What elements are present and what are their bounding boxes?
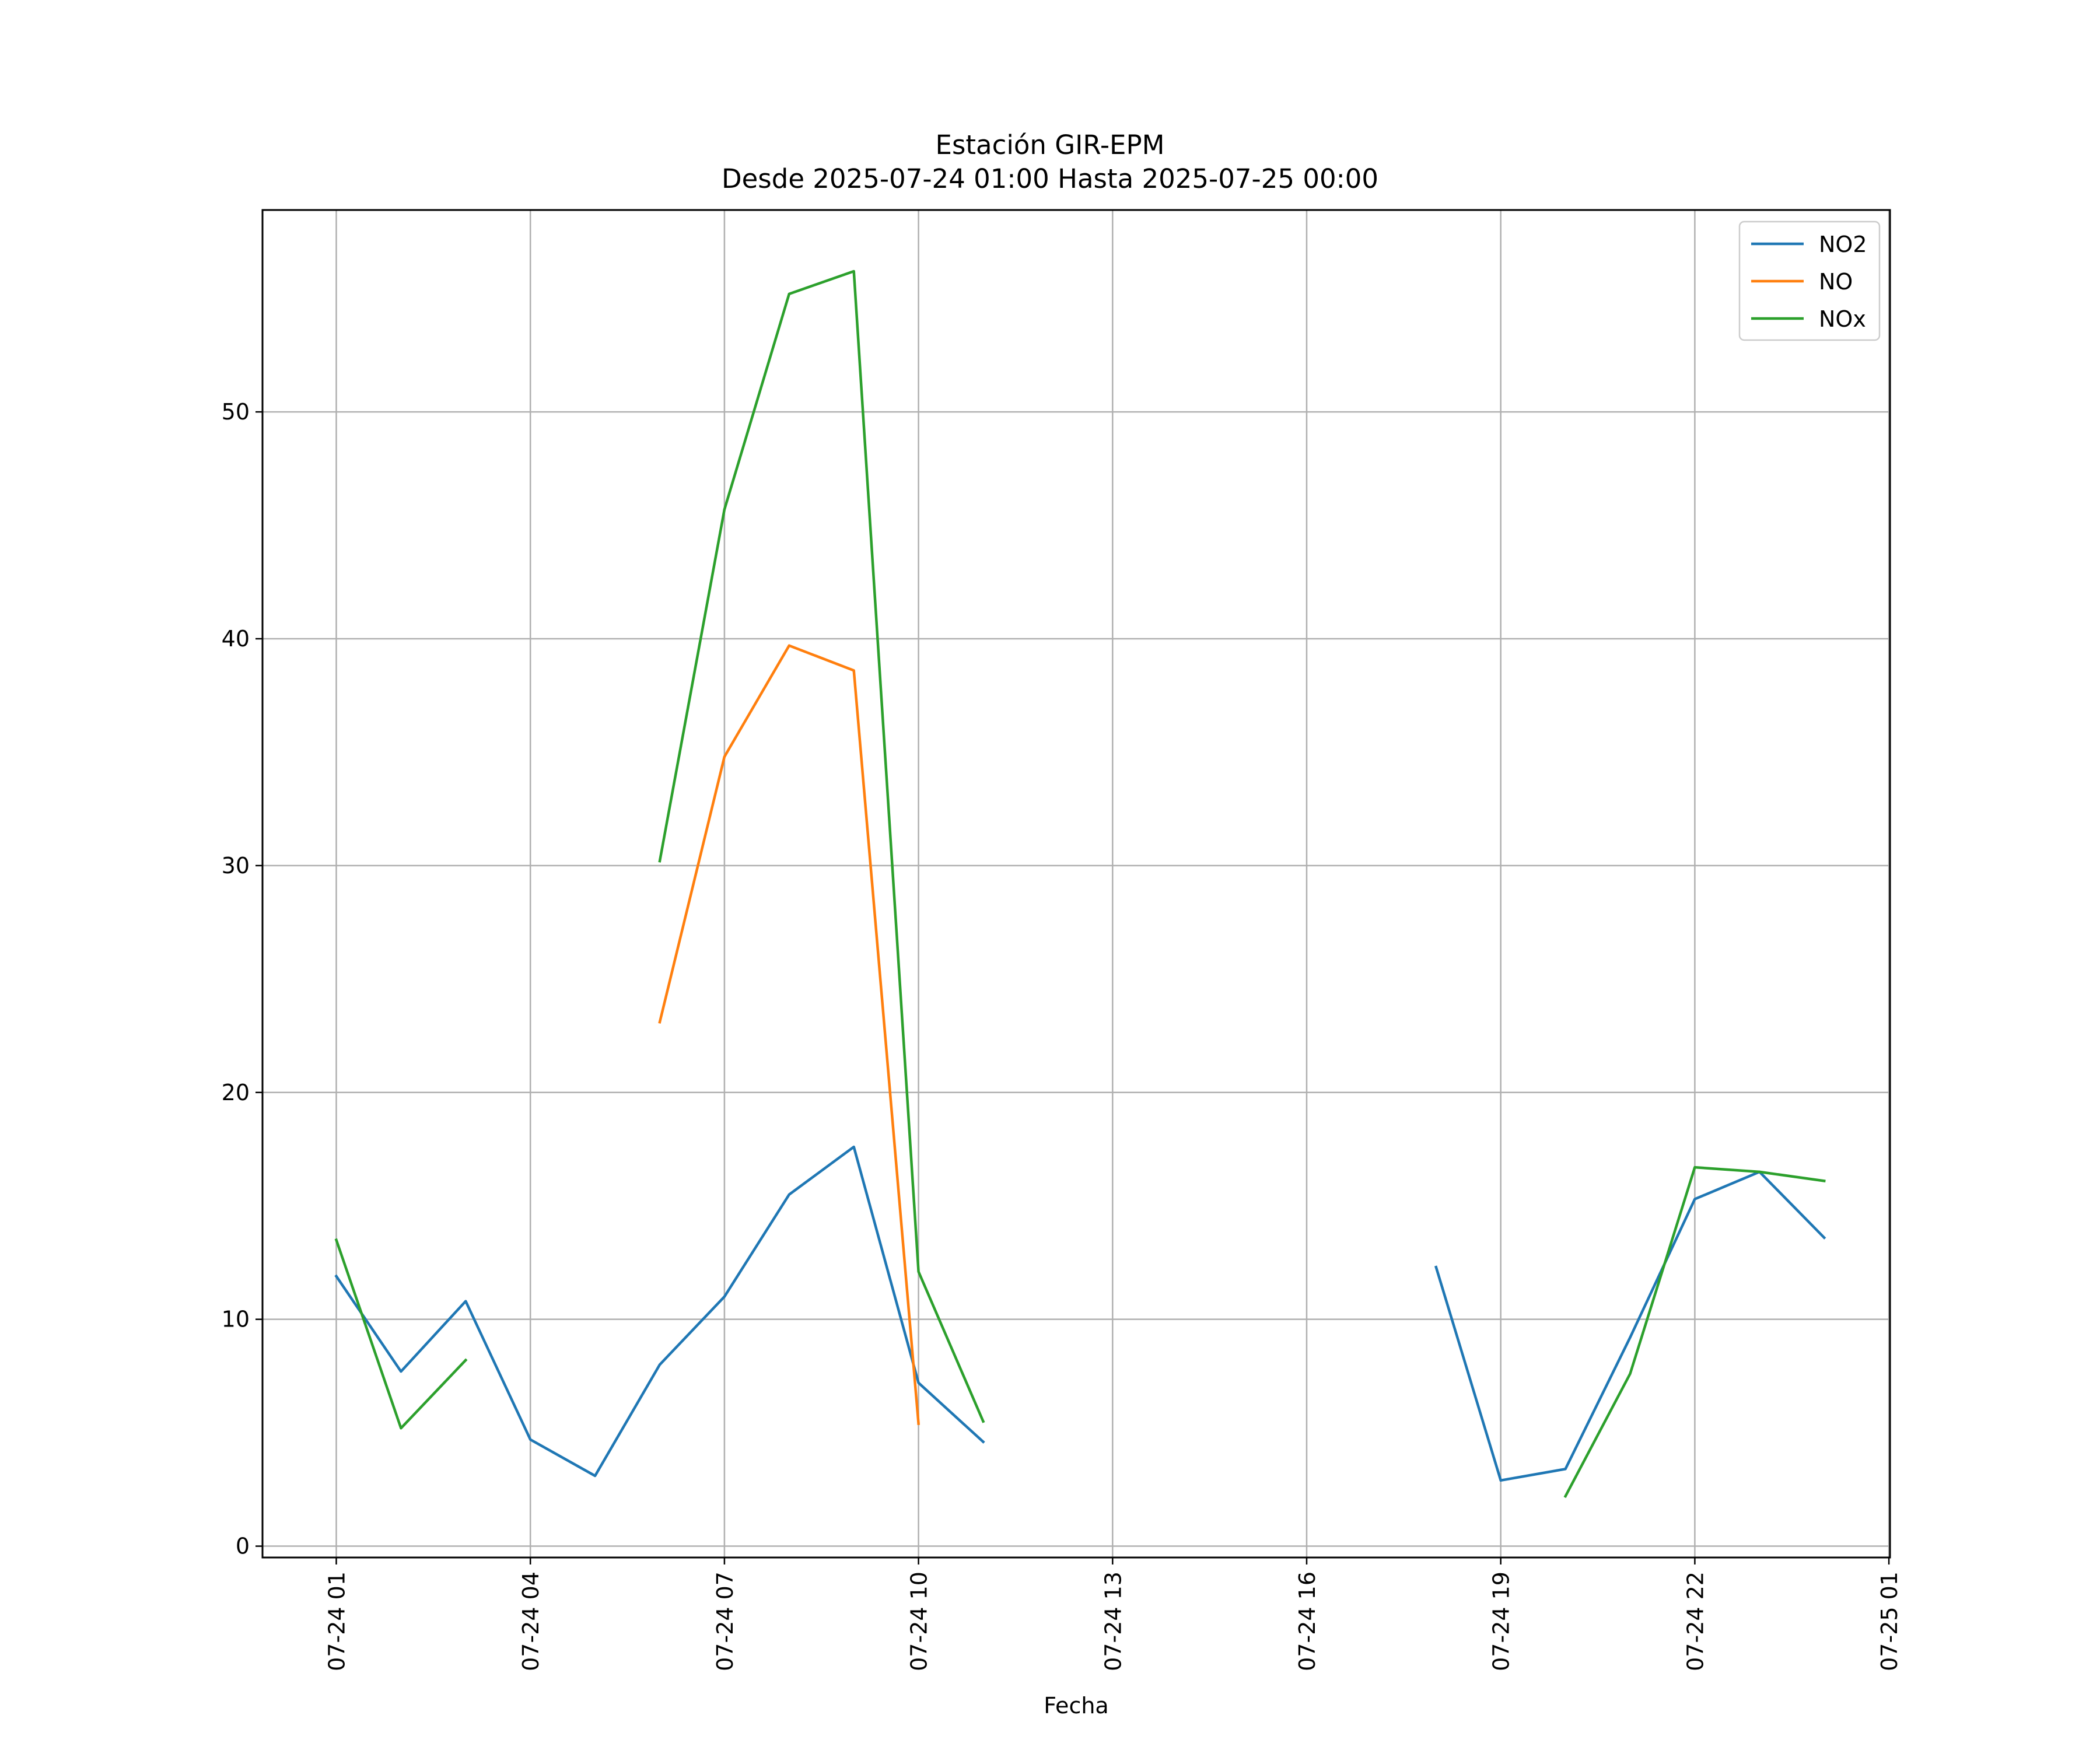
legend-box xyxy=(1738,220,1881,341)
x-tick-label: 07-24 07 xyxy=(712,1572,738,1671)
legend-label-no2: NO2 xyxy=(1819,232,1867,257)
x-axis: 07-24 01 07-24 04 07-24 07 07-24 10 07-24 13… xyxy=(324,1558,1902,1671)
series-line-no2 xyxy=(1434,1170,1826,1482)
x-tick-label: 07-24 13 xyxy=(1100,1572,1126,1671)
legend-label-nox: NOx xyxy=(1819,306,1866,332)
series-line-nox xyxy=(658,270,985,1423)
y-tick-label: 0 xyxy=(236,1534,250,1559)
grid xyxy=(262,210,1890,1558)
legend: NO2 NO NOx xyxy=(1738,220,1881,341)
series-line-nox xyxy=(334,1238,468,1430)
legend-label-no: NO xyxy=(1819,269,1853,295)
y-tick-label: 20 xyxy=(222,1080,250,1105)
series-line-no xyxy=(658,644,921,1426)
x-tick-label: 07-24 04 xyxy=(518,1572,544,1671)
y-axis: 0 10 20 30 40 50 xyxy=(222,399,262,1559)
x-tick-label: 07-24 01 xyxy=(324,1572,350,1671)
chart-subtitle: Desde 2025-07-24 01:00 Hasta 2025-07-25 … xyxy=(722,163,1378,194)
x-tick-label: 07-24 16 xyxy=(1294,1572,1320,1671)
y-tick-label: 40 xyxy=(222,626,250,652)
series-line-no2 xyxy=(334,1145,985,1478)
x-tick-label: 07-24 10 xyxy=(907,1572,932,1671)
plot-frame xyxy=(261,209,1891,1559)
y-tick-label: 50 xyxy=(222,399,250,425)
series-line-nox xyxy=(1563,1166,1826,1499)
y-tick-label: 30 xyxy=(222,853,250,878)
x-axis-label: Fecha xyxy=(1044,1693,1108,1718)
chart-title: Estación GIR-EPM xyxy=(936,130,1165,160)
series-lines xyxy=(334,270,1826,1499)
x-tick-label: 07-24 19 xyxy=(1489,1572,1514,1671)
x-tick-label: 07-24 22 xyxy=(1682,1572,1708,1671)
x-tick-label: 07-25 01 xyxy=(1877,1572,1902,1671)
y-tick-label: 10 xyxy=(222,1307,250,1332)
